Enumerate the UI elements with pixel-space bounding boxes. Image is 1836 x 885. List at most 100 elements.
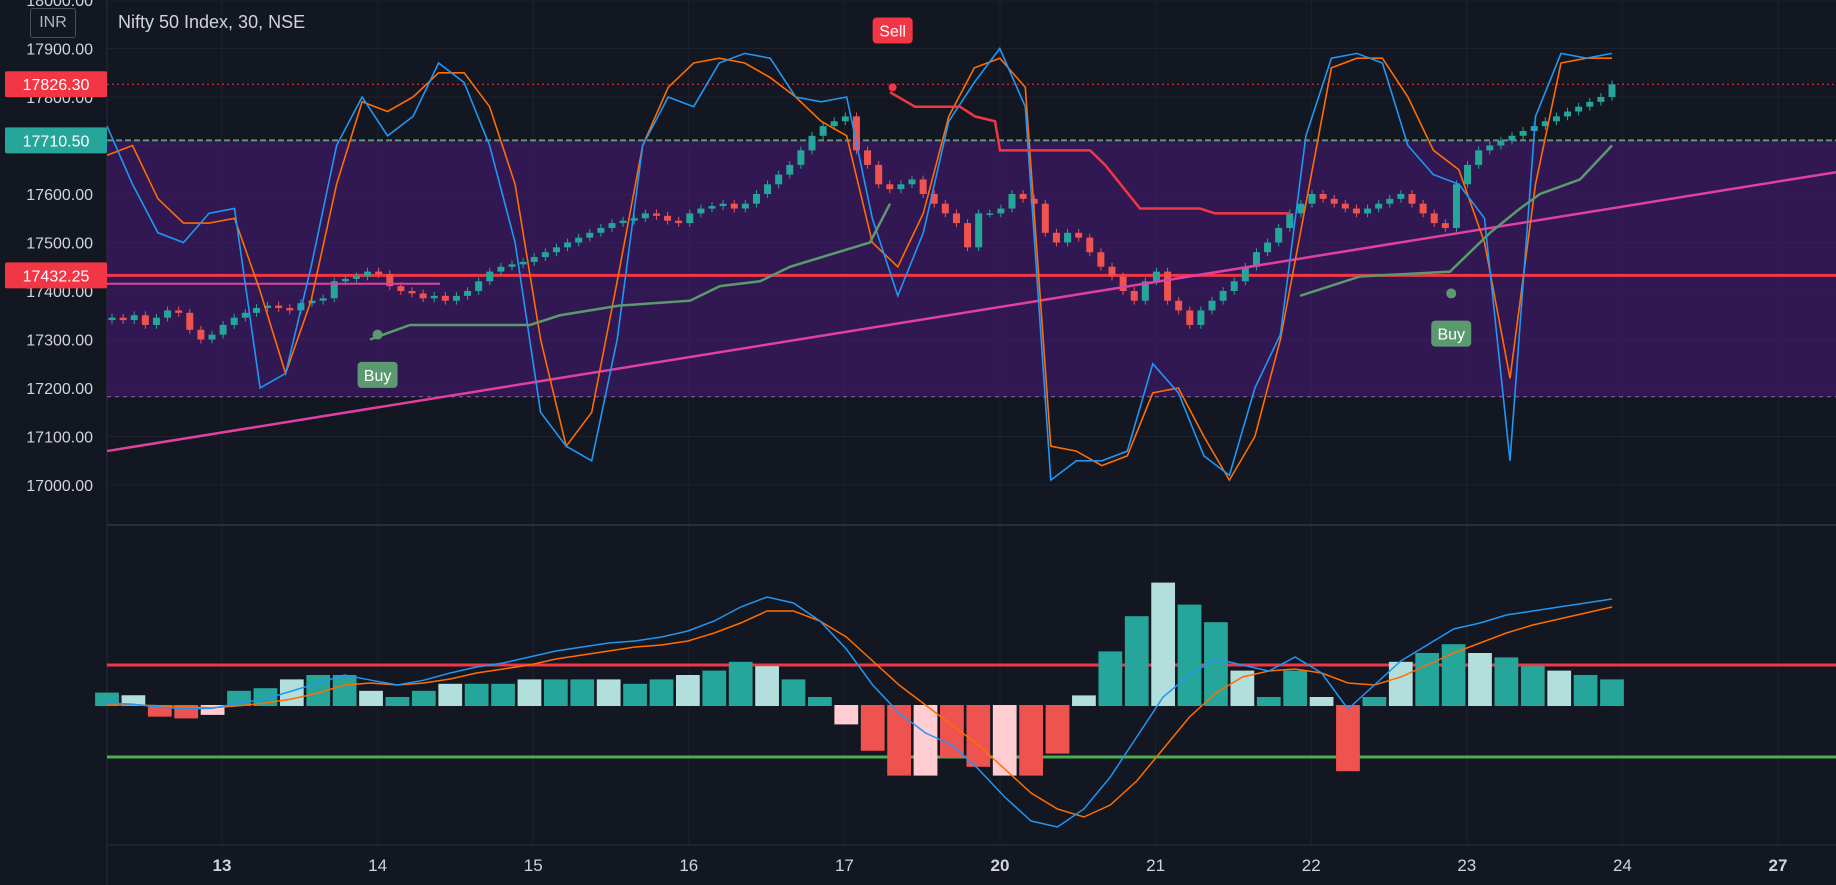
buy-trail-line: [1299, 144, 1613, 298]
time-tick-label: 14: [368, 856, 387, 875]
candle-body: [397, 286, 405, 291]
candle-body: [497, 266, 505, 272]
histogram-bar: [385, 697, 410, 706]
candle-body: [375, 271, 383, 275]
candle-body: [152, 317, 160, 325]
candle-body: [386, 274, 394, 287]
candle-body: [986, 213, 994, 215]
histogram-bar: [860, 705, 885, 751]
price-label-badge: [5, 71, 107, 98]
candle-body: [675, 220, 683, 224]
candle-body: [897, 184, 905, 190]
candle-body: [486, 271, 494, 282]
candle-body: [1541, 121, 1549, 127]
time-tick-label: 22: [1302, 856, 1321, 875]
candle-body: [1508, 135, 1516, 141]
macd-panel: [95, 582, 1836, 828]
candle-body: [1419, 203, 1427, 214]
candle-body: [1041, 203, 1049, 233]
candle-body: [686, 213, 694, 224]
histogram-bar: [306, 675, 331, 706]
candle-body: [208, 334, 216, 340]
time-axis[interactable]: 13 14 15 16 17 20 21 22 23 24 27: [213, 856, 1788, 875]
time-tick-label: 17: [835, 856, 854, 875]
histogram-bar: [1600, 679, 1624, 706]
histogram-bar: [438, 683, 463, 706]
candle-body: [764, 184, 772, 194]
candle-body: [119, 317, 127, 321]
buy-signal-badge: [357, 361, 398, 388]
candlesticks: [108, 80, 1616, 344]
price-label-text: 17432.25: [23, 268, 90, 285]
candle-body: [841, 116, 849, 122]
price-axis[interactable]: 18000.0017900.0017800.0017700.0017600.00…: [5, 0, 107, 495]
price-tick-label: 18000.00: [26, 0, 93, 10]
buy-signal-label: Buy: [364, 368, 392, 385]
candle-body: [1052, 232, 1060, 243]
symbol-legend[interactable]: Nifty 50 Index, 30, NSE: [118, 12, 306, 32]
buy-signal-dot: [1446, 288, 1457, 299]
candle-body: [308, 300, 316, 304]
candle-body: [319, 298, 327, 301]
range-fill: [107, 83, 1836, 398]
buy-signal-badge: [1431, 320, 1472, 347]
histogram-bar: [1336, 705, 1360, 772]
price-label-text: 17826.30: [23, 77, 90, 94]
histogram-bar: [1124, 616, 1149, 706]
candle-body: [330, 281, 338, 299]
sell-signal-dot: [888, 83, 897, 92]
histogram-bar: [1547, 670, 1572, 706]
stoch-k-line: [106, 46, 1613, 482]
macd-line: [106, 596, 1613, 828]
histogram-bar: [570, 679, 595, 706]
candle-body: [919, 179, 927, 194]
candle-body: [719, 203, 727, 207]
candle-body: [175, 310, 183, 313]
candle-body: [430, 295, 438, 299]
histogram-bar: [1256, 697, 1281, 706]
candle-body: [1341, 203, 1349, 209]
histogram-bar: [1388, 661, 1413, 706]
price-label-badge: [5, 262, 107, 289]
candle-body: [164, 310, 172, 318]
candle-body: [875, 164, 883, 185]
candle-body: [1197, 310, 1205, 325]
candle-body: [1486, 145, 1494, 151]
candle-body: [997, 208, 1005, 214]
candle-body: [1452, 184, 1460, 228]
candle-body: [341, 278, 349, 282]
candle-body: [908, 179, 916, 185]
candle-body: [697, 208, 705, 214]
candle-body: [475, 281, 483, 291]
price-tick-label: 17000.00: [26, 478, 93, 495]
candle-body: [1608, 84, 1616, 97]
histogram-bar: [649, 679, 674, 706]
candle-body: [1397, 194, 1405, 199]
histogram-bar: [887, 705, 911, 776]
price-label-text: 17710.50: [23, 133, 90, 150]
candle-body: [108, 317, 116, 321]
price-tick-label: 17100.00: [26, 430, 93, 447]
candle-body: [564, 242, 572, 248]
currency-badge[interactable]: INR: [30, 8, 76, 38]
candle-body: [1108, 266, 1116, 277]
histogram-bar: [1204, 622, 1228, 706]
price-tick-label: 17900.00: [26, 42, 93, 59]
candle-body: [230, 317, 238, 325]
sell-signal-badge: [872, 17, 913, 44]
histogram-bar: [781, 679, 806, 706]
histogram-bar: [834, 705, 859, 725]
sell-trail-line: [889, 91, 1290, 215]
candle-body: [597, 227, 605, 233]
candle-body: [708, 206, 716, 209]
histogram-bar: [359, 690, 383, 706]
histogram-bar: [1494, 657, 1519, 706]
candle-body: [1119, 276, 1127, 291]
candle-body: [1241, 266, 1249, 282]
price-tick-label: 17300.00: [26, 333, 93, 350]
candle-body: [241, 312, 249, 318]
candle-body: [1008, 194, 1016, 209]
candle-body: [1230, 281, 1238, 291]
range-box: [107, 140, 1836, 397]
